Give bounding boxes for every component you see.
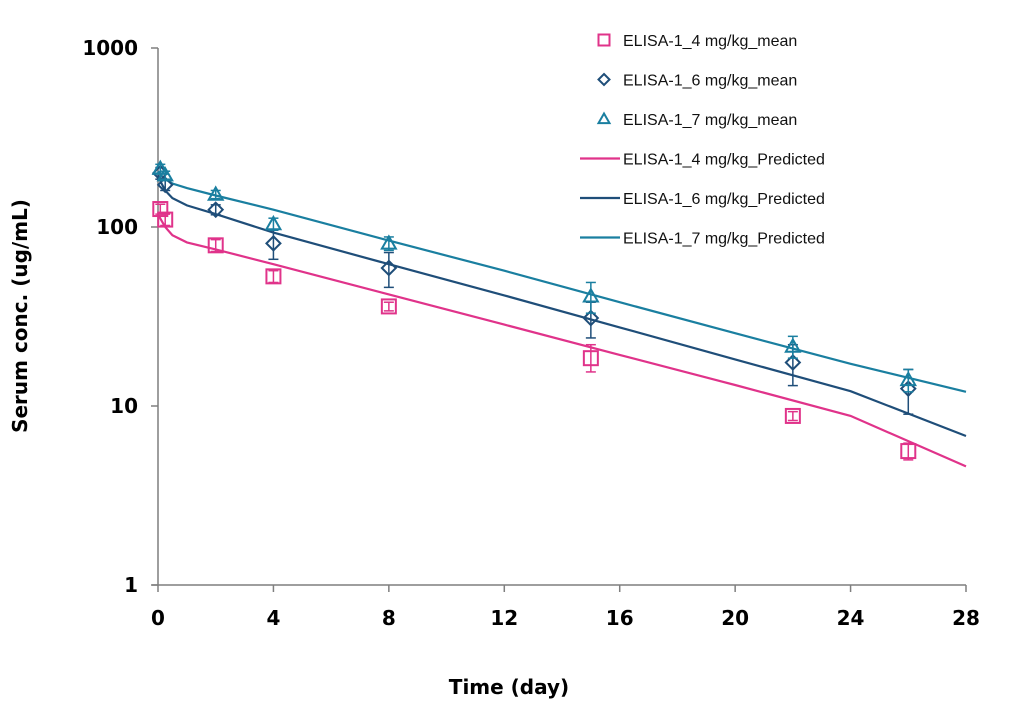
- data-point: [152, 201, 169, 218]
- plot-area: [151, 159, 967, 468]
- y-tick-label: 1: [124, 573, 138, 597]
- legend-label: ELISA-1_7 mg/kg_mean: [623, 112, 797, 129]
- predicted-line: [157, 213, 967, 468]
- data-point: [900, 443, 917, 460]
- data-point: [380, 259, 398, 277]
- data-point: [784, 354, 802, 371]
- legend-label: ELISA-1_4 mg/kg_mean: [623, 33, 797, 50]
- x-tick-label: 12: [490, 606, 518, 630]
- x-tick-label: 4: [266, 606, 280, 630]
- data-point: [156, 176, 174, 194]
- data-point: [899, 380, 917, 398]
- legend-label: ELISA-1_4 mg/kg_Predicted: [623, 152, 825, 169]
- y-tick-label: 1000: [82, 36, 138, 60]
- data-point: [265, 268, 282, 285]
- data-point: [151, 159, 170, 175]
- data-point: [582, 309, 600, 327]
- data-point: [265, 234, 282, 252]
- legend-item: ELISA-1_4 mg/kg_mean: [597, 33, 797, 50]
- x-tick-label: 24: [837, 606, 865, 630]
- legend-label: ELISA-1_7 mg/kg_Predicted: [623, 231, 825, 248]
- legend-label: ELISA-1_6 mg/kg_Predicted: [623, 191, 825, 208]
- data-point: [206, 185, 225, 201]
- x-tick-label: 16: [606, 606, 634, 630]
- x-tick-label: 8: [382, 606, 396, 630]
- y-tick-label: 100: [96, 215, 138, 239]
- legend-item: ELISA-1_4 mg/kg_Predicted: [580, 152, 825, 169]
- legend-marker-diamond-icon: [597, 72, 611, 87]
- data-point: [380, 234, 398, 250]
- legend: ELISA-1_4 mg/kg_mean ELISA-1_6 mg/kg_mean…: [580, 33, 825, 248]
- predicted-line: [157, 170, 967, 393]
- y-axis-title: Serum conc. (ug/mL): [8, 199, 32, 433]
- data-point: [784, 337, 802, 353]
- data-point: [784, 407, 801, 424]
- data-point: [582, 287, 600, 303]
- data-point: [207, 237, 224, 254]
- legend-item: ELISA-1_7 mg/kg_Predicted: [580, 231, 825, 248]
- y-ticks: 1 10 100 1000: [82, 36, 158, 597]
- data-point: [582, 350, 599, 367]
- data-point: [207, 201, 225, 219]
- data-point: [380, 298, 397, 315]
- legend-marker-triangle-icon: [596, 111, 612, 125]
- x-ticks: 0 4 8 12 16 20 24 28: [151, 585, 980, 630]
- x-tick-label: 28: [952, 606, 980, 630]
- data-point: [899, 370, 918, 387]
- legend-marker-square-icon: [597, 33, 611, 47]
- x-tick-label: 20: [721, 606, 749, 630]
- predicted-line: [156, 174, 967, 438]
- legend-item: ELISA-1_7 mg/kg_mean: [596, 111, 797, 129]
- data-point: [157, 211, 174, 228]
- legend-item: ELISA-1_6 mg/kg_mean: [597, 72, 797, 90]
- series-triangle: [151, 159, 918, 393]
- legend-label: ELISA-1_6 mg/kg_mean: [623, 73, 797, 90]
- series-square: [152, 201, 917, 461]
- legend-item: ELISA-1_6 mg/kg_Predicted: [580, 191, 825, 208]
- y-tick-label: 10: [110, 394, 138, 418]
- axes: 1 10 100 1000 0 4 8 12 16 20 24 28: [82, 36, 980, 630]
- data-point: [156, 166, 174, 182]
- x-axis-title: Time (day): [449, 675, 569, 699]
- data-point: [264, 214, 283, 231]
- x-tick-label: 0: [151, 606, 165, 630]
